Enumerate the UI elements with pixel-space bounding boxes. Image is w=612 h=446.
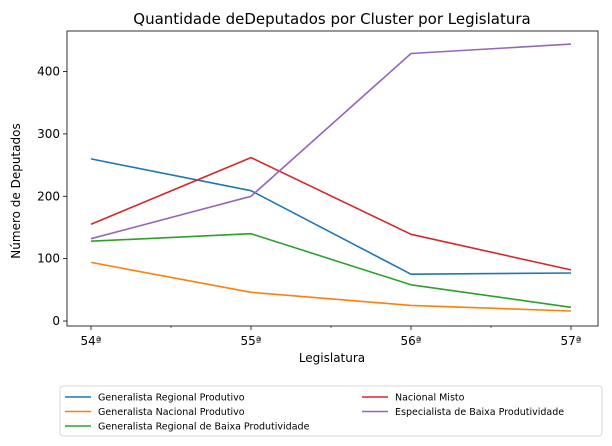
x-tick-label: 56ª — [401, 334, 422, 348]
legend-label: Generalista Regional Produtivo — [98, 393, 245, 404]
series-line-1 — [90, 158, 572, 276]
series-line-3 — [90, 232, 572, 309]
y-tick-label: 400 — [37, 65, 60, 79]
x-tick-label: 54ª — [81, 334, 102, 348]
y-tick-label: 100 — [37, 252, 60, 266]
legend-label: Generalista Regional de Baixa Produtivid… — [98, 422, 310, 433]
x-tick-label: 55ª — [241, 334, 262, 348]
y-axis-label: Número de Deputados — [9, 123, 23, 258]
x-axis: 54ª 55ª 56ª 57ª — [81, 326, 582, 348]
x-axis-label: Legislatura — [299, 351, 365, 365]
legend-label: Generalista Nacional Produtivo — [98, 407, 245, 418]
series-line-2 — [90, 261, 572, 312]
legend-label: Especialista de Baixa Produtividade — [395, 407, 564, 418]
legend: Generalista Regional Produtivo Generalist… — [59, 385, 603, 437]
series-line-4 — [90, 156, 572, 271]
plot-frame — [66, 30, 599, 327]
chart-title: Quantidade deDeputados por Cluster por L… — [133, 10, 530, 28]
y-tick-label: 200 — [37, 189, 60, 203]
y-tick-label: 300 — [37, 127, 60, 141]
x-tick-label: 57ª — [561, 334, 582, 348]
y-tick-label: 0 — [52, 314, 60, 328]
legend-box — [59, 385, 603, 437]
y-axis: 0 100 200 300 400 — [37, 65, 67, 328]
legend-label: Nacional Misto — [395, 393, 465, 404]
plot-lines — [90, 43, 572, 312]
series-line-5 — [90, 43, 572, 240]
